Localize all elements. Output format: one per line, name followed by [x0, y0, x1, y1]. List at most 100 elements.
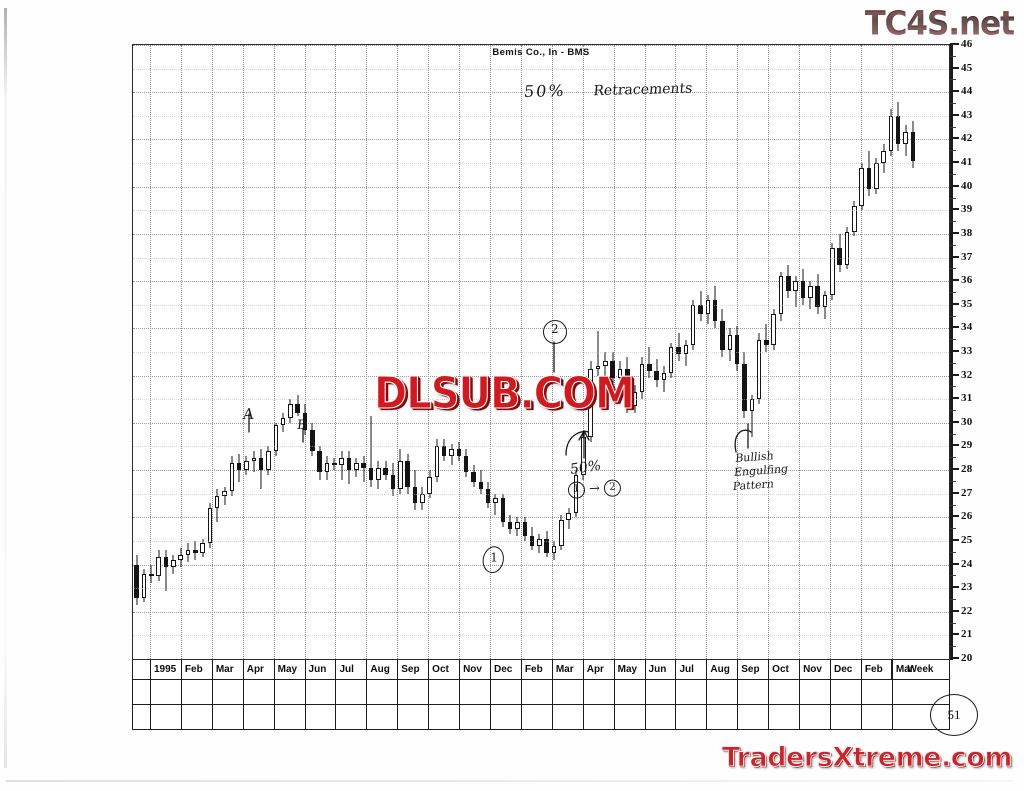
candle-body — [595, 366, 601, 369]
candlestick — [559, 45, 564, 659]
candle-body — [185, 550, 191, 556]
x-axis-month-cell: Aug — [366, 660, 397, 679]
candlestick — [244, 45, 249, 659]
y-axis-tick — [950, 113, 959, 116]
candlestick — [354, 45, 359, 659]
y-axis-label: 38 — [961, 226, 973, 239]
candlestick — [288, 45, 293, 659]
y-axis-minor-tick — [950, 598, 956, 600]
x-axis-month-cell: Nov — [459, 660, 490, 679]
candlestick — [910, 45, 916, 659]
y-axis-tick — [950, 302, 959, 305]
candle-body — [141, 573, 147, 598]
candle-body — [661, 373, 667, 381]
y-axis-label: 35 — [961, 297, 973, 310]
x-axis-blank-cell — [335, 680, 367, 729]
y-axis-minor-tick — [950, 79, 956, 81]
candle-body — [332, 462, 337, 466]
candle-body — [339, 458, 344, 466]
annotation-point-1-label: 1 — [490, 550, 498, 565]
candlestick — [778, 45, 784, 659]
y-axis-tick — [950, 657, 959, 659]
annotation-seq-from: 1 — [567, 481, 586, 499]
y-axis-tick — [950, 609, 959, 612]
x-axis-blank-cell — [211, 680, 244, 729]
candle-body — [310, 429, 315, 452]
candle-body — [471, 472, 476, 482]
candlestick — [134, 45, 139, 659]
candlestick — [742, 45, 747, 659]
y-axis-minor-tick — [950, 244, 956, 246]
candle-body — [742, 363, 747, 412]
candlestick — [727, 45, 733, 659]
candle-body — [156, 557, 161, 577]
candlestick — [639, 45, 645, 659]
y-axis-minor-tick — [950, 55, 956, 57]
candlestick — [141, 45, 147, 659]
candlestick — [310, 45, 315, 659]
candlestick — [383, 45, 388, 659]
candlestick — [346, 45, 352, 659]
candle-body — [683, 344, 689, 355]
y-axis-minor-tick — [950, 646, 956, 648]
x-axis-month-cell: May — [273, 660, 305, 679]
candle-body — [236, 462, 242, 471]
x-axis-month-cell: Jun — [644, 660, 676, 679]
candlestick — [273, 45, 279, 659]
x-axis-month-band: Week 1995 Feb Mar Apr May Jun Jul Aug Sep Oct Nov D… — [132, 660, 950, 680]
x-axis-blank-cell — [706, 680, 738, 729]
candlestick — [478, 45, 484, 659]
x-axis-blank-cell — [366, 680, 398, 729]
x-axis-month-cell: Oct — [428, 660, 459, 679]
candle-body — [734, 335, 740, 364]
grid-line-h — [133, 328, 949, 330]
y-axis-label: 33 — [961, 345, 973, 357]
y-axis-minor-tick — [950, 197, 956, 199]
watermark-dlsub: DLSUB.COM — [374, 369, 636, 420]
y-axis-minor-tick — [950, 457, 956, 459]
y-axis-tick — [950, 184, 959, 187]
candle-body — [368, 467, 374, 480]
candle-wick — [648, 347, 650, 378]
y-axis-label: 39 — [961, 203, 973, 216]
x-axis-blank-cell — [830, 680, 862, 729]
candle-body — [888, 115, 894, 152]
candle-body — [705, 300, 711, 315]
candle-body — [676, 347, 681, 355]
candlestick — [200, 45, 205, 659]
grid-line-h — [133, 186, 949, 188]
candle-body — [720, 321, 725, 350]
x-axis-month-cell: Apr — [242, 660, 274, 679]
candle-body — [251, 458, 257, 461]
candle-body — [398, 460, 403, 489]
price-chart: Bemis Co., In - BMS — [132, 44, 950, 660]
candle-body — [559, 519, 564, 546]
x-axis-blank-cell — [582, 680, 615, 729]
grid-line-h-minor — [133, 493, 949, 495]
candle-body — [544, 538, 549, 553]
y-axis-label: 21 — [961, 628, 973, 641]
candlestick — [339, 45, 344, 659]
candle-body — [214, 496, 220, 508]
y-axis-tick — [950, 137, 959, 140]
candle-wick — [678, 333, 680, 362]
candlestick — [683, 45, 689, 659]
candlestick — [280, 45, 286, 659]
candlestick — [376, 45, 381, 659]
y-axis-label: 29 — [961, 439, 973, 452]
x-axis-month-cell: Jun — [304, 660, 336, 679]
y-axis-minor-tick — [950, 622, 956, 624]
candlestick — [705, 45, 711, 659]
x-axis-blank-cell — [675, 680, 707, 729]
grid-line-h-minor — [133, 210, 949, 212]
x-axis-month-cell: 1995 — [150, 660, 181, 679]
y-axis-label: 30 — [961, 415, 973, 428]
candlestick — [668, 45, 674, 659]
candlestick — [588, 45, 593, 659]
candlestick — [610, 45, 615, 659]
grid-line-h — [133, 564, 949, 566]
candlestick — [837, 45, 842, 659]
candle-body — [134, 564, 139, 598]
band-divider — [133, 704, 949, 705]
